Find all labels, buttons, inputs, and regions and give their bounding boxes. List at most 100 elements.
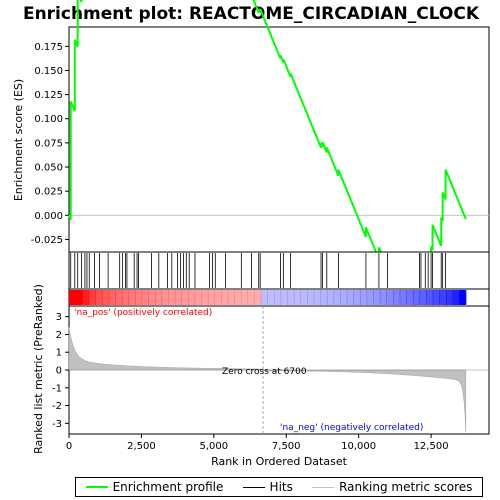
color-bar-segment <box>181 290 189 305</box>
color-bar-segment <box>135 290 143 305</box>
legend: Enrichment profile Hits Ranking metric s… <box>75 477 483 497</box>
ranking-ytick-label: -3 <box>52 419 62 430</box>
color-bar-segment <box>201 290 209 305</box>
x-tick-label: 7,500 <box>272 441 301 452</box>
rank-color-bar <box>68 288 490 307</box>
es-ytick-label: 0.000 <box>34 211 63 222</box>
color-bar-segment <box>102 290 110 305</box>
color-bar-segment <box>287 290 295 305</box>
legend-label-ranking: Ranking metric scores <box>339 480 473 494</box>
ranking-ytick-label: -1 <box>52 383 62 394</box>
ranking-panel: -3 -2 -1 0 1 2 3 Zero cross at 6700 'na_pos' (… <box>32 284 490 454</box>
color-bar-segment <box>280 290 288 305</box>
es-ytick-label: -0.025 <box>31 235 63 246</box>
color-bar-segment <box>234 290 242 305</box>
color-bar-segment <box>161 290 169 305</box>
color-bar-segment <box>426 290 434 305</box>
x-tick-label: 5,000 <box>200 441 229 452</box>
legend-swatch-enrichment <box>85 486 108 488</box>
ranking-ytick-label: 1 <box>56 348 62 359</box>
zero-cross-label: Zero cross at 6700 <box>222 367 307 377</box>
es-ytick-label: 0.050 <box>34 163 63 174</box>
color-bar-segment <box>108 290 116 305</box>
color-bar-segment <box>373 290 381 305</box>
color-bar-segment <box>82 290 90 305</box>
color-bar-segment <box>445 290 454 305</box>
color-bar-segment <box>254 290 262 305</box>
color-bar-segment <box>174 290 182 305</box>
color-bar-segment <box>207 290 216 305</box>
color-bar-segment <box>393 290 401 305</box>
color-bar-segment <box>340 290 348 305</box>
legend-swatch-ranking <box>312 486 335 488</box>
color-bar-segment <box>419 290 427 305</box>
color-bar-segment <box>154 290 163 305</box>
color-bar-segment <box>386 290 394 305</box>
color-bar-segment <box>379 290 387 305</box>
color-bar-segment <box>326 290 335 305</box>
color-bar-segment <box>240 290 249 305</box>
color-bar-segment <box>128 290 136 305</box>
color-bar-segment <box>459 290 467 305</box>
es-ytick-label: 0.150 <box>34 66 63 77</box>
es-panel-frame <box>68 26 490 253</box>
legend-label-enrichment: Enrichment profile <box>112 480 224 494</box>
color-bar-segment <box>88 290 96 305</box>
color-bar-segment <box>293 290 301 305</box>
x-tick-label: 2,500 <box>127 441 156 452</box>
x-tick-label: 12,500 <box>414 441 449 452</box>
hits-panel <box>68 251 490 290</box>
color-bar-segment <box>366 290 374 305</box>
color-bar-segment <box>300 290 308 305</box>
pos-label: 'na_pos' (positively correlated) <box>74 308 212 318</box>
color-bar-segment <box>141 290 149 305</box>
es-ytick-label: 0.075 <box>34 138 63 149</box>
ranking-ytick-label: 0 <box>56 366 62 377</box>
x-axis-label: Rank in Ordered Dataset <box>211 455 348 468</box>
color-bar-segment <box>439 290 447 305</box>
color-bar-segment <box>452 290 460 305</box>
color-bar-segment <box>260 290 268 305</box>
color-bar-segment <box>115 290 123 305</box>
color-bar-segment <box>267 290 275 305</box>
color-bar-segment <box>221 290 229 305</box>
color-bar-segment <box>360 290 368 305</box>
x-tick-label: 10,000 <box>341 441 376 452</box>
ranking-metric-area <box>68 327 467 433</box>
ranking-ytick-label: -2 <box>52 401 62 412</box>
color-bar-segment <box>399 290 407 305</box>
color-bar-segment <box>320 290 328 305</box>
color-bar-segment <box>313 290 321 305</box>
color-bar-segment <box>214 290 222 305</box>
legend-swatch-hits <box>242 486 265 488</box>
color-bar-segment <box>412 290 421 305</box>
x-tick-label: 0 <box>66 441 72 452</box>
ranking-ylabel: Ranked list metric (PreRanked) <box>32 284 45 454</box>
color-bar-segment <box>227 290 235 305</box>
es-ytick-label: 0.125 <box>34 90 63 101</box>
color-bar-segment <box>307 290 315 305</box>
color-bar-segment <box>353 290 361 305</box>
color-bar-segment <box>346 290 354 305</box>
legend-item-enrichment: Enrichment profile <box>85 480 224 494</box>
color-bar-segment <box>432 290 440 305</box>
color-bar-segment <box>168 290 176 305</box>
color-bar-segment <box>148 290 156 305</box>
color-bar-segment <box>406 290 414 305</box>
legend-label-hits: Hits <box>269 480 293 494</box>
color-bar-segment <box>333 290 341 305</box>
color-bar-segment <box>188 290 196 305</box>
chart-title: Enrichment plot: REACTOME_CIRCADIAN_CLOC… <box>23 4 480 24</box>
es-ytick-label: 0.175 <box>34 42 63 53</box>
legend-item-hits: Hits <box>242 480 293 494</box>
hits-panel-frame <box>68 251 490 290</box>
es-ytick-label: 0.025 <box>34 187 63 198</box>
color-bar-segment <box>194 290 202 305</box>
legend-item-ranking: Ranking metric scores <box>312 480 472 494</box>
color-bar-segment <box>247 290 255 305</box>
color-bar-segment <box>121 290 130 305</box>
es-ylabel: Enrichment score (ES) <box>12 79 25 201</box>
color-bar-segment <box>69 290 77 305</box>
ranking-ytick-label: 2 <box>56 330 62 341</box>
